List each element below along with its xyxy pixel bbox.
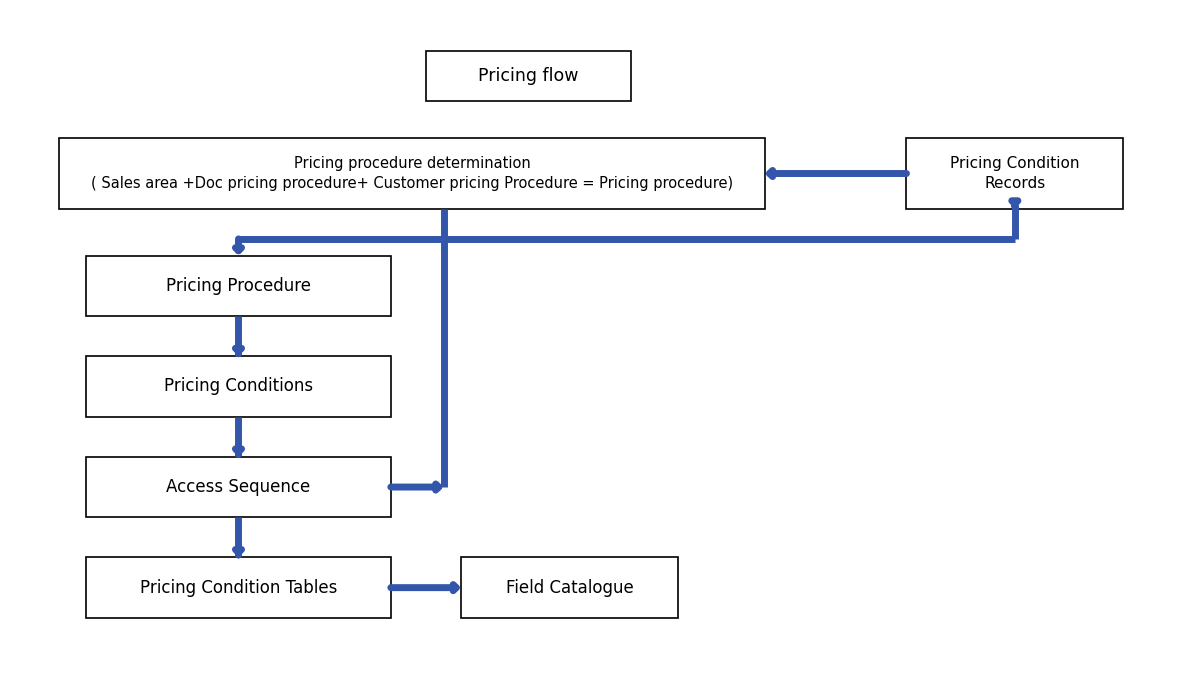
Text: Pricing Condition
Records: Pricing Condition Records [950, 156, 1079, 191]
Text: Access Sequence: Access Sequence [166, 478, 311, 496]
FancyBboxPatch shape [461, 557, 678, 618]
Text: Pricing Procedure: Pricing Procedure [166, 277, 311, 295]
FancyBboxPatch shape [87, 457, 391, 517]
FancyBboxPatch shape [87, 356, 391, 417]
Text: Pricing flow: Pricing flow [478, 67, 579, 86]
Text: Pricing Condition Tables: Pricing Condition Tables [140, 579, 337, 597]
FancyBboxPatch shape [59, 139, 765, 208]
Text: Field Catalogue: Field Catalogue [505, 579, 633, 597]
FancyBboxPatch shape [87, 256, 391, 316]
FancyBboxPatch shape [906, 139, 1123, 208]
FancyBboxPatch shape [426, 51, 631, 101]
FancyBboxPatch shape [87, 557, 391, 618]
Text: Pricing procedure determination
( Sales area +Doc pricing procedure+ Customer pr: Pricing procedure determination ( Sales … [91, 156, 733, 191]
Text: Pricing Conditions: Pricing Conditions [164, 378, 313, 395]
